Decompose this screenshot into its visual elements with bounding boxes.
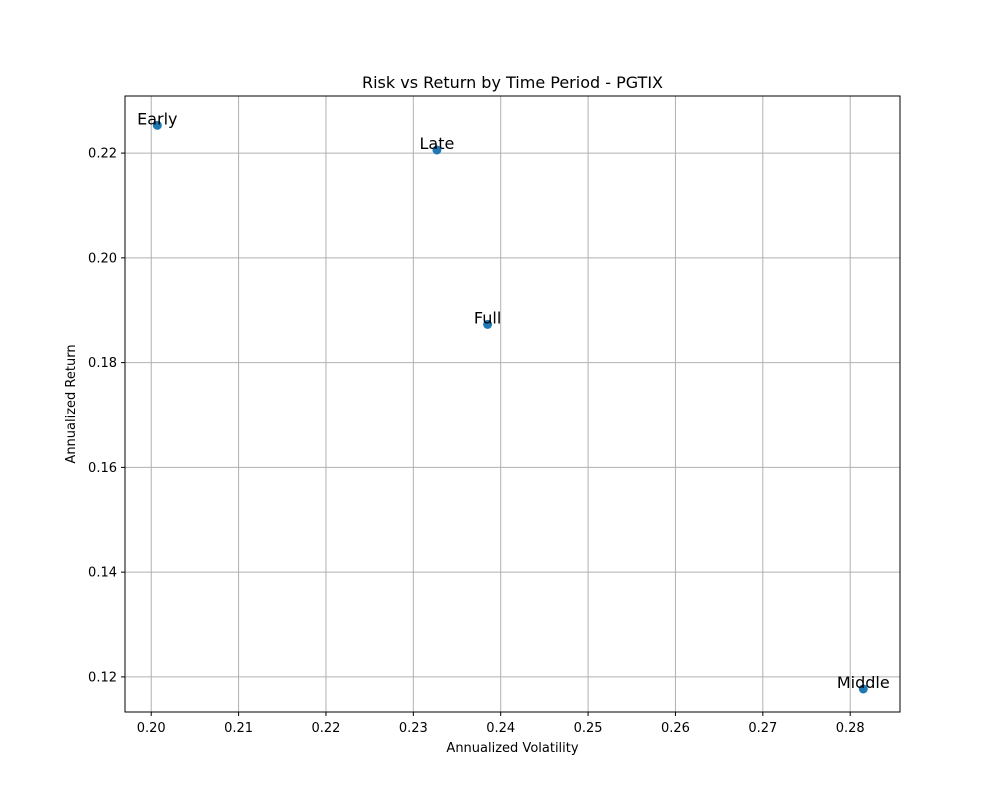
data-point-full	[483, 319, 493, 329]
point-label-middle: Middle	[837, 673, 890, 692]
x-tick-label: 0.20	[137, 721, 166, 736]
data-point-late	[432, 145, 442, 155]
plot-area	[124, 95, 901, 713]
grid	[125, 96, 900, 712]
y-tick-label: 0.14	[88, 566, 117, 581]
x-tick-label: 0.21	[224, 721, 253, 736]
chart-title: Risk vs Return by Time Period - PGTIX	[362, 73, 663, 92]
x-axis-label: Annualized Volatility	[446, 741, 578, 756]
point-label-early: Early	[137, 109, 177, 128]
x-tick-label: 0.24	[486, 721, 515, 736]
data-point-early	[152, 120, 162, 130]
point-label-late: Late	[420, 134, 455, 153]
x-tick-label: 0.26	[661, 721, 690, 736]
y-tick-label: 0.12	[88, 670, 117, 685]
x-tick-label: 0.22	[311, 721, 340, 736]
axis-ticks: 0.20 0.21 0.22 0.23 0.24 0.25 0.26 0.27 0.28 0.12…	[88, 147, 865, 736]
y-tick-label: 0.20	[88, 251, 117, 266]
x-tick-label: 0.28	[836, 721, 865, 736]
y-tick-label: 0.22	[88, 147, 117, 162]
x-tick-label: 0.27	[748, 721, 777, 736]
data-point-middle	[858, 684, 868, 694]
y-tick-label: 0.18	[88, 356, 117, 371]
x-tick-label: 0.25	[574, 721, 603, 736]
x-tick-label: 0.23	[399, 721, 428, 736]
y-axis-label: Annualized Return	[64, 344, 79, 463]
data-points: Early Late Full Middle	[137, 109, 890, 694]
y-tick-label: 0.16	[88, 461, 117, 476]
point-label-full: Full	[474, 308, 501, 327]
